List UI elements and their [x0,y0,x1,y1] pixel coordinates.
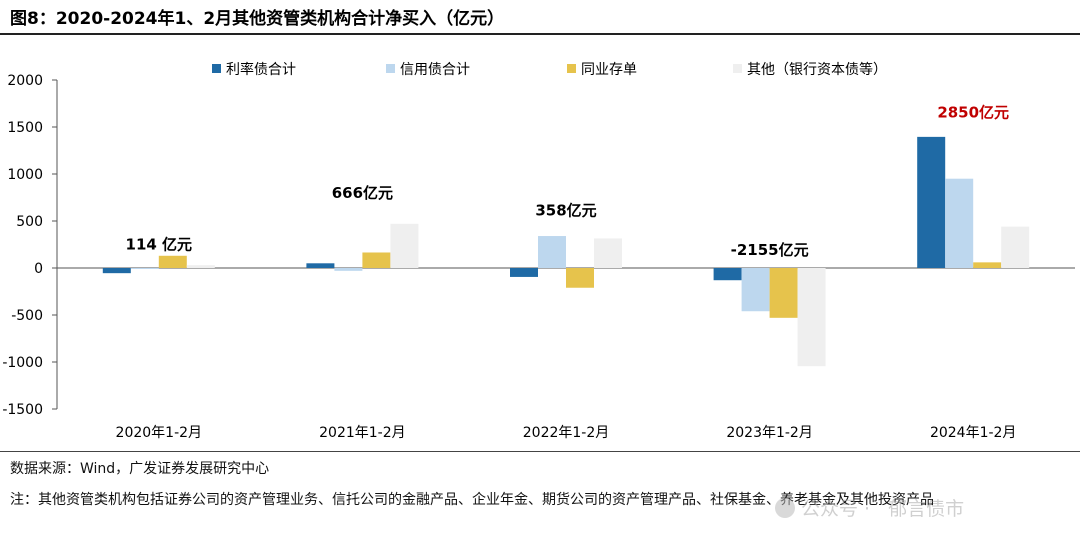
note-text: 注：其他资管类机构包括证券公司的资产管理业务、信托公司的金融产品、企业年金、期货… [10,492,934,508]
x-category-label: 2021年1-2月 [319,425,406,441]
bar-series-3 [973,262,1002,268]
bar-series-4 [186,265,215,268]
y-tick-label: 1000 [7,167,43,183]
title-divider [0,33,1080,35]
total-annotation: 114 亿元 [126,236,193,254]
y-tick-label: 500 [16,214,43,230]
legend-label: 其他（银行资本债等） [747,61,887,78]
bar-series-2 [538,236,566,268]
bar-series-3 [769,268,798,318]
bar-series-4 [594,238,622,268]
legend-swatch [386,64,395,73]
bar-chart: 2000 1500 1000 500 0 -500 -1000 -1500 2020年1-2月… [2,61,1075,441]
watermark: 公众号 · 郁言债市 [775,494,964,521]
y-axis: 2000 1500 1000 500 0 -500 -1000 -1500 [2,73,58,418]
bar-series-1 [306,263,335,268]
legend-swatch [733,64,742,73]
figure-title: 图8：2020-2024年1、2月其他资管类机构合计净买入（亿元） [10,9,505,29]
y-tick-label: -1000 [2,355,43,371]
bar-series-2 [334,268,363,271]
y-tick-label: -1500 [2,402,43,418]
total-annotation: 666亿元 [332,184,393,202]
legend-label: 信用债合计 [400,62,470,78]
x-category-label: 2024年1-2月 [930,425,1017,441]
y-tick-label: 1500 [7,120,43,136]
bar-series-1 [917,136,946,268]
watermark-label: 公众号 · [801,498,871,520]
bar-series-1 [713,268,742,281]
bar-series [102,136,1030,367]
x-category-label: 2020年1-2月 [116,425,203,441]
y-tick-label: 2000 [7,73,43,89]
bar-series-2 [741,268,770,312]
bar-series-4 [390,223,419,268]
x-axis: 2020年1-2月 2021年1-2月 2022年1-2月 2023年1-2月 2024… [57,267,1075,441]
total-annotation: 358亿元 [535,201,596,219]
bar-series-4 [797,268,826,367]
legend-swatch [567,64,576,73]
bar-series-1 [102,268,131,274]
total-annotation: 2850亿元 [937,104,1009,122]
wechat-icon [775,498,795,518]
legend-label: 利率债合计 [226,61,296,78]
y-tick-label: -500 [11,308,43,324]
bar-series-1 [510,268,538,277]
legend-label: 同业存单 [581,62,637,78]
total-annotations: 114 亿元 666亿元 358亿元 -2155亿元 2850亿元 [126,104,1010,259]
bar-series-2 [945,178,974,268]
bar-series-3 [362,252,391,268]
bar-series-3 [158,255,187,268]
y-tick-label: 0 [34,261,43,277]
bar-series-4 [1001,226,1030,268]
x-category-label: 2023年1-2月 [726,425,813,441]
legend-swatch [212,64,221,73]
watermark-author: 郁言债市 [888,498,965,520]
legend: 利率债合计 信用债合计 同业存单 其他（银行资本债等） [212,61,887,78]
x-category-label: 2022年1-2月 [523,425,610,441]
footer-divider [0,451,1080,452]
bar-series-3 [566,268,594,288]
total-annotation: -2155亿元 [731,241,809,259]
source-text: 数据来源：Wind，广发证券发展研究中心 [10,461,270,477]
bar-series-2 [130,268,159,269]
